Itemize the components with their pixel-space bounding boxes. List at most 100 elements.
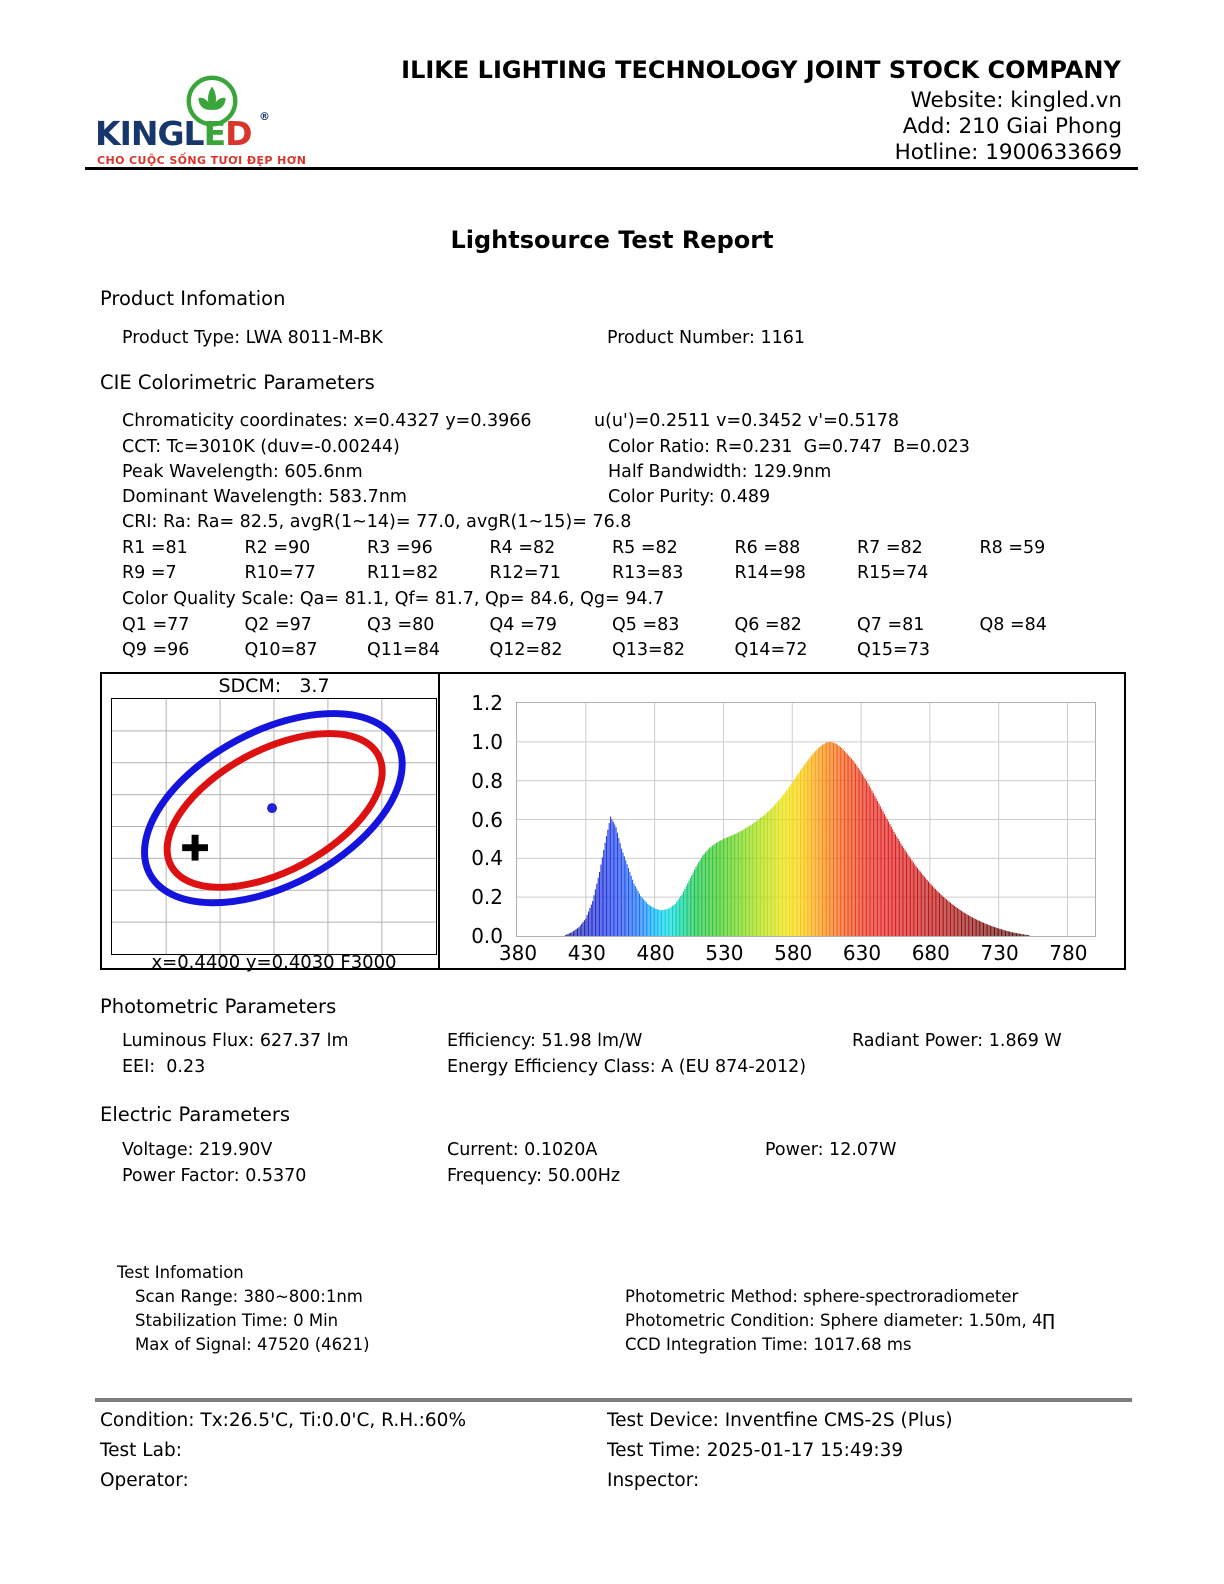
spectrum-y-tick: 0.4 (471, 846, 503, 871)
stabilization-time: Stabilization Time: 0 Min (135, 1311, 339, 1330)
r-value: R1 =81 (122, 538, 188, 558)
r-value: R9 =7 (122, 563, 177, 583)
color-purity: Color Purity: 0.489 (608, 487, 771, 507)
wordmark-d: D (225, 114, 252, 153)
uv-coordinates: u(u')=0.2511 v=0.3452 v'=0.5178 (594, 411, 899, 431)
spectrum-x-tick: 730 (980, 941, 1019, 965)
product-info-heading: Product Infomation (100, 287, 286, 310)
test-condition: Condition: Tx:26.5'C, Ti:0.0'C, R.H.:60% (100, 1410, 467, 1431)
dominant-wavelength: Dominant Wavelength: 583.7nm (122, 487, 407, 507)
wordmark-e: E (203, 114, 227, 153)
power: Power: 12.07W (765, 1140, 897, 1160)
r-value: R3 =96 (367, 538, 433, 558)
q-value: Q1 =77 (122, 615, 190, 635)
photometric-heading: Photometric Parameters (100, 995, 337, 1018)
r-value: R2 =90 (244, 538, 311, 558)
spectrum-y-tick: 0.2 (471, 885, 503, 910)
spectrum-y-tick: 0.6 (471, 807, 503, 832)
spectrum-x-tick: 580 (774, 941, 813, 965)
r-value: R7 =82 (857, 538, 923, 558)
current: Current: 0.1020A (447, 1140, 598, 1160)
q-value: Q8 =84 (979, 615, 1047, 635)
spectrum-x-tick: 530 (705, 941, 744, 965)
cqs-q-values-row1: Q1 =77 Q2 =97 Q3 =80 Q4 =79 Q5 =83 Q6 =82 Q7 =… (122, 615, 1122, 635)
r-value: R6 =88 (734, 538, 801, 558)
product-number: Product Number: 1161 (607, 328, 805, 348)
q-value: Q6 =82 (734, 615, 802, 635)
wordmark-kingl: KINGL (95, 114, 205, 153)
photometric-method: Photometric Method: sphere-spectroradiom… (625, 1287, 1019, 1306)
frequency: Frequency: 50.00Hz (447, 1166, 621, 1186)
test-device: Test Device: Inventfine CMS-2S (Plus) (607, 1410, 953, 1431)
efficiency: Efficiency: 51.98 lm/W (447, 1031, 643, 1051)
spectrum-x-tick: 680 (911, 941, 950, 965)
registered-mark: ® (259, 110, 270, 123)
spectrum-y-tick: 0.0 (471, 924, 503, 948)
r-value: R12=71 (489, 563, 561, 583)
company-website: Website: kingled.vn (910, 88, 1122, 113)
cri-r-values-row1: R1 =81 R2 =90 R3 =96 R4 =82 R5 =82 R6 =88 R7 =… (122, 538, 1122, 558)
r-value: R5 =82 (612, 538, 678, 558)
spectrum-x-tick: 630 (842, 941, 882, 965)
inspector: Inspector: (607, 1470, 700, 1491)
q-value: Q4 =79 (489, 615, 557, 635)
luminous-flux: Luminous Flux: 627.37 lm (122, 1031, 349, 1051)
charts-divider (438, 674, 440, 968)
r-value: R11=82 (367, 563, 439, 583)
cct-value: CCT: Tc=3010K (duv=-0.00244) (122, 437, 400, 457)
color-quality-scale-line: Color Quality Scale: Qa= 81.1, Qf= 81.7,… (122, 589, 665, 609)
r-value: R13=83 (612, 563, 684, 583)
chromaticity-coordinates: Chromaticity coordinates: x=0.4327 y=0.3… (122, 411, 532, 431)
spectrum-x-tick: 480 (636, 941, 675, 965)
half-bandwidth: Half Bandwidth: 129.9nm (608, 462, 832, 482)
charts-panel: SDCM: 3.7 x=0.4400 y=0.4030 F3000 1.2 1.… (100, 672, 1126, 973)
color-ratio: Color Ratio: R=0.231 G=0.747 B=0.023 (608, 437, 970, 457)
cqs-q-values-row2: Q9 =96 Q10=87 Q11=84 Q12=82 Q13=82 Q14=72 Q15=… (122, 640, 1122, 660)
test-lab: Test Lab: (100, 1440, 182, 1461)
power-factor: Power Factor: 0.5370 (122, 1166, 307, 1186)
radiant-power: Radiant Power: 1.869 W (852, 1031, 1062, 1051)
operator: Operator: (100, 1470, 189, 1491)
r-value: R10=77 (244, 563, 316, 583)
q-value: Q10=87 (244, 640, 318, 660)
q-value: Q12=82 (489, 640, 563, 660)
q-value: Q3 =80 (367, 615, 435, 635)
report-title: Lightsource Test Report (450, 226, 774, 254)
q-value: Q5 =83 (612, 615, 680, 635)
max-of-signal: Max of Signal: 47520 (4621) (135, 1335, 370, 1354)
q-value: Q13=82 (612, 640, 685, 660)
scan-range: Scan Range: 380~800:1nm (135, 1287, 363, 1306)
kingled-tagline: CHO CUỘC SỐNG TƯƠI ĐẸP HƠN (97, 154, 307, 167)
header-divider (85, 167, 1138, 170)
spectrum-y-tick: 0.8 (471, 768, 503, 793)
photometric-condition: Photometric Condition: Sphere diameter: … (625, 1311, 1055, 1330)
sdcm-title: SDCM: 3.7 (218, 675, 330, 697)
ccd-integration-time: CCD Integration Time: 1017.68 ms (625, 1335, 912, 1354)
company-address: Add: 210 Giai Phong (902, 114, 1122, 139)
sdcm-chromaticity-chart (111, 698, 437, 955)
q-value: Q7 =81 (857, 615, 925, 635)
q-value: Q14=72 (734, 640, 808, 660)
cie-heading: CIE Colorimetric Parameters (100, 371, 375, 394)
spectrum-x-tick: 780 (1049, 941, 1088, 965)
cri-line: CRI: Ra: Ra= 82.5, avgR(1~14)= 77.0, avg… (122, 512, 632, 532)
q-value: Q11=84 (367, 640, 440, 660)
spectral-power-distribution-chart (516, 702, 1096, 937)
product-type: Product Type: LWA 8011-M-BK (122, 328, 383, 348)
kingled-wordmark: KINGLED (95, 114, 253, 153)
q-value: Q15=73 (857, 640, 930, 660)
electric-heading: Electric Parameters (100, 1103, 291, 1126)
q-value: Q9 =96 (122, 640, 190, 660)
kingled-lotus-bulb-icon (186, 75, 238, 127)
peak-wavelength: Peak Wavelength: 605.6nm (122, 462, 363, 482)
spectrum-y-tick: 1.2 (471, 691, 503, 715)
cri-r-values-row2: R9 =7 R10=77 R11=82 R12=71 R13=83 R14=98 R15=7… (122, 563, 1122, 583)
test-time: Test Time: 2025-01-17 15:49:39 (607, 1440, 904, 1461)
sdcm-target-label: x=0.4400 y=0.4030 F3000 (151, 952, 397, 973)
voltage: Voltage: 219.90V (122, 1140, 273, 1160)
r-value: R4 =82 (489, 538, 556, 558)
r-value: R8 =59 (979, 538, 1046, 558)
eei: EEI: 0.23 (122, 1057, 206, 1077)
r-value: R15=74 (857, 563, 929, 583)
